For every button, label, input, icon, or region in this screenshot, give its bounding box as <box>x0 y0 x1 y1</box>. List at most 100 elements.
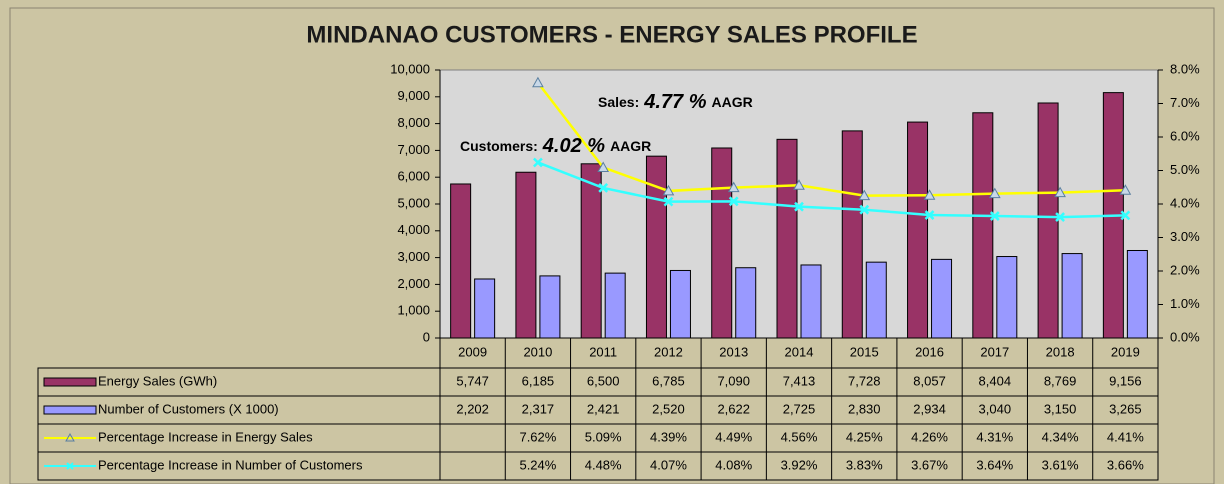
x-tick-label: 2011 <box>589 344 617 359</box>
annotation-suffix: AAGR <box>610 138 651 154</box>
y-tick-label: 5,000 <box>397 195 430 210</box>
table-value: 7,728 <box>848 373 881 388</box>
table-value: 2,202 <box>456 401 489 416</box>
table-value: 6,500 <box>587 373 620 388</box>
legend-marker <box>66 462 74 470</box>
table-value: 3.92% <box>781 457 818 472</box>
marker <box>598 183 609 193</box>
y2-tick-label: 3.0% <box>1170 229 1200 244</box>
y2-tick-label: 8.0% <box>1170 61 1200 76</box>
marker <box>989 211 1000 221</box>
table-value: 2,830 <box>848 401 881 416</box>
annotation-value: 4.02 % <box>542 135 605 157</box>
table-value: 4.26% <box>911 429 948 444</box>
table-value: 7,090 <box>717 373 750 388</box>
annotation: Customers: 4.02 % AAGR <box>460 135 651 157</box>
marker <box>1119 184 1132 195</box>
x-tick-label: 2013 <box>719 344 748 359</box>
table-value: 3.83% <box>846 457 883 472</box>
table-value: 5.24% <box>519 457 556 472</box>
table-value: 7,413 <box>783 373 816 388</box>
bar <box>669 269 691 339</box>
table-value: 4.07% <box>650 457 687 472</box>
table-value: 3,040 <box>979 401 1012 416</box>
annotation-suffix: AAGR <box>712 94 753 110</box>
bar <box>515 171 537 339</box>
annotation-prefix: Sales: <box>598 94 639 110</box>
marker <box>663 196 674 207</box>
bar <box>711 147 733 339</box>
x-tick-label: 2019 <box>1111 344 1140 359</box>
table-value: 4.34% <box>1042 429 1079 444</box>
chart-title: MINDANAO CUSTOMERS - ENERGY SALES PROFIL… <box>306 21 917 48</box>
table-value: 3,265 <box>1109 401 1142 416</box>
y2-tick-label: 5.0% <box>1170 162 1200 177</box>
x-tick-label: 2009 <box>458 344 487 359</box>
y-tick-label: 9,000 <box>397 88 430 103</box>
y-tick-label: 8,000 <box>397 115 430 130</box>
y-tick-label: 3,000 <box>397 249 430 264</box>
annotation: Sales: 4.77 % AAGR <box>598 91 753 113</box>
marker <box>924 210 935 220</box>
marker <box>858 189 871 201</box>
y-tick-label: 2,000 <box>397 276 430 291</box>
table-value: 4.39% <box>650 429 687 444</box>
table-value: 8,769 <box>1044 373 1077 388</box>
table-value: 2,725 <box>783 401 816 416</box>
marker <box>597 161 610 172</box>
bar <box>776 138 798 339</box>
bar <box>645 155 667 339</box>
y-tick-label: 4,000 <box>397 222 430 237</box>
marker <box>727 181 740 193</box>
table-value: 3.61% <box>1042 457 1079 472</box>
bar <box>1126 249 1148 339</box>
bar <box>800 264 822 339</box>
bar <box>841 130 863 339</box>
table-value: 3.64% <box>976 457 1013 472</box>
y-tick-label: 6,000 <box>397 169 430 184</box>
marker <box>662 184 675 196</box>
bar <box>1037 102 1059 339</box>
y-tick-label: 10,000 <box>390 61 430 76</box>
bar <box>1061 253 1083 339</box>
y2-tick-label: 1.0% <box>1170 296 1200 311</box>
table-value: 4.31% <box>976 429 1013 444</box>
table-value: 6,185 <box>522 373 555 388</box>
table-value: 2,520 <box>652 401 685 416</box>
x-tick-label: 2015 <box>850 344 879 359</box>
table-value: 2,421 <box>587 401 620 416</box>
table-value: 4.48% <box>585 457 622 472</box>
line <box>536 81 1126 197</box>
table-value: 2,317 <box>522 401 555 416</box>
bar <box>907 121 929 339</box>
legend-marker <box>65 432 75 442</box>
y2-tick-label: 4.0% <box>1170 195 1200 210</box>
table-value: 6,785 <box>652 373 685 388</box>
bar <box>474 278 496 339</box>
bar <box>865 261 887 339</box>
table-value: 3.66% <box>1107 457 1144 472</box>
bar <box>996 256 1018 339</box>
bar <box>735 267 757 339</box>
marker <box>532 76 544 88</box>
x-tick-label: 2014 <box>785 344 814 359</box>
line <box>537 161 1126 219</box>
y2-tick-label: 2.0% <box>1170 262 1200 277</box>
y-tick-label: 1,000 <box>397 303 430 318</box>
table-value: 9,156 <box>1109 373 1142 388</box>
marker <box>923 189 936 200</box>
table-value: 2,934 <box>913 401 946 416</box>
annotation-prefix: Customers: <box>460 138 538 154</box>
marker <box>794 201 804 212</box>
legend-key <box>43 377 97 387</box>
marker <box>533 157 543 168</box>
table-value: 5.09% <box>585 429 622 444</box>
y-tick-label: 0 <box>423 329 430 344</box>
y-tick-label: 7,000 <box>397 142 430 157</box>
bar <box>931 258 953 339</box>
table-value: 8,404 <box>979 373 1012 388</box>
marker <box>859 204 870 215</box>
y2-tick-label: 7.0% <box>1170 95 1200 110</box>
legend-label: Energy Sales (GWh) <box>98 373 217 388</box>
